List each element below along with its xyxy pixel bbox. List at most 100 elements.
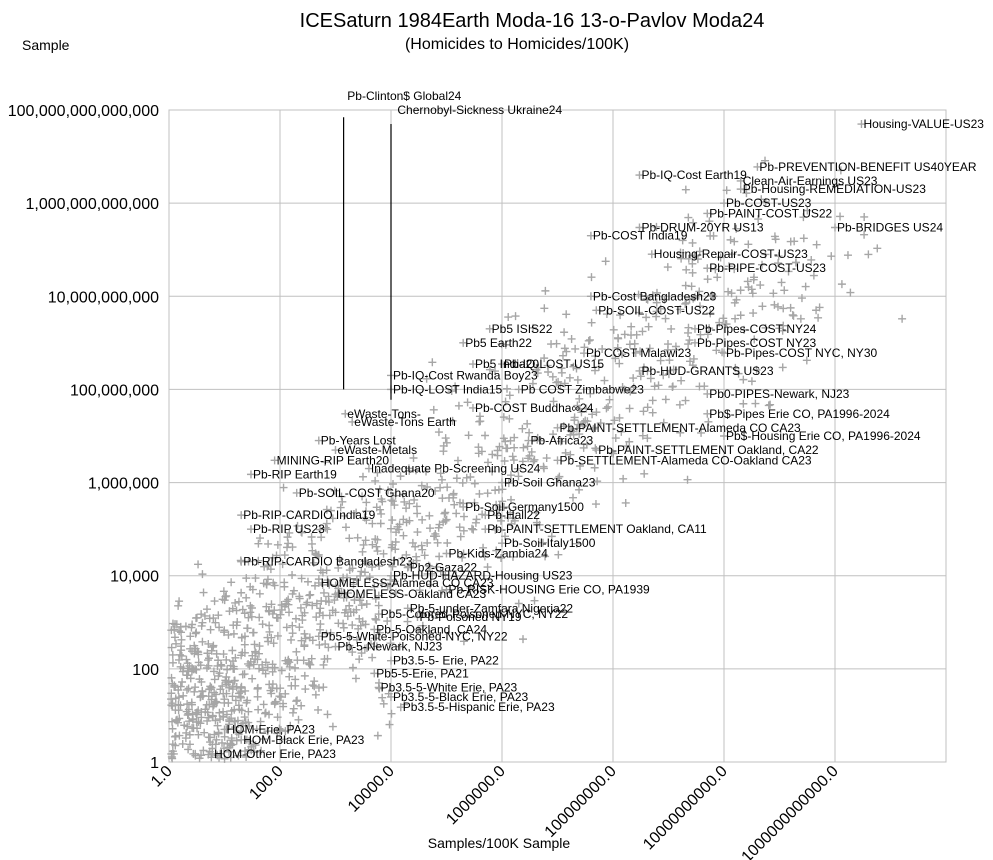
data-point: [190, 687, 199, 696]
data-point: [181, 622, 190, 631]
data-point: [591, 366, 600, 375]
data-point: [263, 575, 272, 584]
data-point: [219, 587, 228, 596]
data-point: [690, 251, 699, 260]
data-point: [509, 514, 518, 523]
data-point: [222, 710, 231, 719]
data-point: [643, 403, 652, 412]
data-point: [374, 601, 383, 610]
data-point: [170, 633, 179, 642]
data-point: [703, 209, 712, 218]
data-point: [615, 359, 624, 368]
data-point: [490, 367, 499, 376]
data-point: [346, 607, 355, 616]
data-point: [706, 292, 715, 301]
data-point: [319, 588, 328, 597]
data-point: [227, 734, 236, 743]
data-point: [803, 206, 812, 215]
data-point: [734, 369, 743, 378]
data-point: [238, 605, 247, 614]
data-point: [403, 563, 412, 572]
data-point: [319, 660, 328, 669]
point-annotation: Pb-RIP US23: [253, 522, 325, 536]
data-point: [391, 545, 400, 554]
data-point: [319, 683, 328, 692]
data-point: [331, 446, 340, 455]
point-annotation: Pb-5-Newark, NJ23: [338, 640, 443, 654]
data-point: [500, 503, 509, 512]
data-point: [353, 533, 362, 542]
data-point: [652, 298, 661, 307]
point-annotation: Pb-Pipes-COST NY23: [697, 336, 816, 350]
data-point: [387, 656, 395, 665]
data-point: [315, 640, 324, 649]
data-point: [387, 692, 395, 701]
data-point: [220, 732, 229, 741]
data-point: [445, 493, 454, 502]
data-point: [453, 456, 462, 465]
data-point: [590, 423, 599, 432]
data-point: [240, 609, 249, 618]
data-point: [736, 176, 745, 185]
data-point: [328, 722, 337, 731]
data-point: [192, 665, 201, 674]
data-point: [286, 721, 295, 730]
grid: [168, 109, 946, 763]
data-point: [613, 333, 622, 342]
data-point: [555, 472, 564, 481]
data-point: [577, 408, 586, 417]
data-point: [324, 592, 333, 601]
data-point: [797, 294, 806, 303]
data-point: [370, 669, 379, 678]
data-point: [587, 318, 596, 327]
data-point: [715, 318, 724, 327]
data-point: [684, 254, 693, 263]
data-point: [469, 525, 478, 534]
data-point: [393, 522, 402, 531]
data-point: [788, 311, 797, 320]
data-point: [208, 702, 217, 711]
data-point: [409, 454, 418, 463]
data-point: [791, 258, 800, 267]
data-point: [761, 156, 770, 165]
data-point: [198, 637, 207, 646]
data-point: [431, 486, 440, 495]
data-point: [183, 700, 192, 709]
data-point: [700, 382, 709, 391]
data-point: [196, 719, 205, 728]
data-point: [769, 289, 778, 298]
data-point: [374, 683, 383, 692]
data-point: [441, 516, 450, 525]
data-point: [370, 634, 379, 643]
data-point: [237, 588, 246, 597]
data-point: [352, 508, 361, 517]
data-point: [843, 251, 852, 260]
data-point: [242, 593, 251, 602]
data-point: [629, 374, 638, 383]
data-point: [215, 715, 224, 724]
data-point: [688, 268, 697, 277]
data-point: [639, 363, 648, 372]
data-point: [547, 532, 556, 541]
data-point: [198, 570, 207, 579]
data-point: [758, 302, 767, 311]
data-point: [204, 733, 213, 742]
data-point: [530, 596, 539, 605]
data-point: [697, 428, 706, 437]
data-point: [197, 751, 206, 760]
data-point: [178, 739, 187, 748]
data-point: [425, 524, 434, 533]
data-point: [207, 646, 216, 655]
data-point: [371, 614, 380, 623]
data-point: [269, 639, 278, 648]
data-point: [171, 706, 180, 715]
data-point: [703, 389, 712, 398]
data-point: [297, 701, 306, 710]
data-point: [295, 623, 304, 632]
data-point: [860, 212, 869, 221]
data-point: [455, 523, 464, 532]
data-point: [779, 321, 788, 330]
data-point: [434, 523, 443, 532]
data-point: [375, 562, 384, 571]
